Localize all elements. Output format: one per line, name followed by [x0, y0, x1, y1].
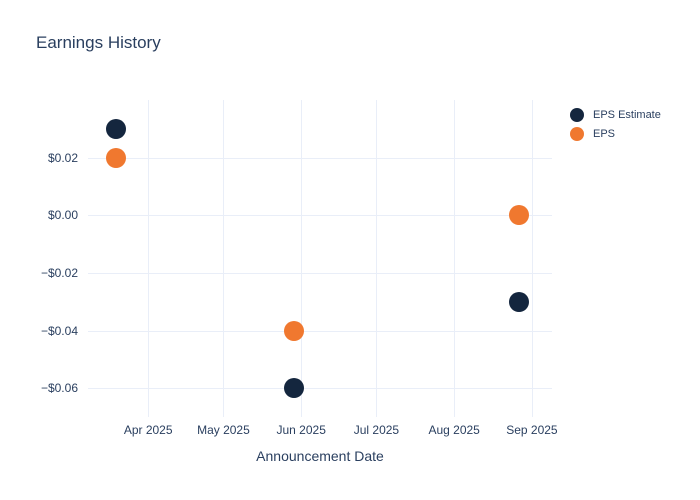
- data-point-eps[interactable]: [509, 205, 530, 226]
- data-point-eps-estimate[interactable]: [283, 378, 304, 399]
- y-gridline: [88, 388, 552, 390]
- x-tick-label: Jun 2025: [276, 423, 326, 437]
- x-gridline: [454, 100, 456, 417]
- x-tick-label: Aug 2025: [428, 423, 480, 437]
- x-tick-label: Sep 2025: [506, 423, 558, 437]
- x-gridline: [301, 100, 303, 417]
- eps-swatch-icon: [570, 126, 584, 141]
- y-tick-label: −$0.02: [40, 265, 78, 280]
- y-tick-label: $0.02: [47, 150, 78, 165]
- x-tick-label: Apr 2025: [123, 423, 173, 437]
- plot-area[interactable]: [88, 100, 552, 417]
- x-axis-title: Announcement Date: [256, 448, 384, 464]
- legend: EPS Estimate EPS: [570, 105, 661, 143]
- x-tick-label: May 2025: [197, 423, 250, 437]
- legend-item-eps[interactable]: EPS: [570, 124, 661, 143]
- y-tick-label: −$0.06: [40, 381, 78, 396]
- data-point-eps-estimate[interactable]: [509, 291, 530, 312]
- y-gridline: [88, 272, 552, 274]
- y-gridline: [88, 215, 552, 217]
- x-gridline: [376, 100, 378, 417]
- x-gridline: [223, 100, 225, 417]
- data-point-eps[interactable]: [283, 320, 304, 341]
- chart-title: Earnings History: [36, 33, 161, 52]
- legend-item-eps-estimate[interactable]: EPS Estimate: [570, 105, 661, 124]
- x-gridline: [148, 100, 150, 417]
- x-gridline: [531, 100, 533, 417]
- data-point-eps-estimate[interactable]: [105, 118, 126, 139]
- x-tick-label: Jul 2025: [353, 423, 400, 437]
- y-tick-label: −$0.04: [40, 323, 78, 338]
- legend-label: EPS: [593, 127, 616, 140]
- data-point-eps[interactable]: [105, 147, 126, 168]
- y-gridline: [88, 330, 552, 332]
- eps-estimate-swatch-icon: [570, 107, 584, 122]
- y-gridline: [88, 157, 552, 159]
- y-tick-label: $0.00: [47, 208, 78, 223]
- legend-label: EPS Estimate: [593, 108, 661, 121]
